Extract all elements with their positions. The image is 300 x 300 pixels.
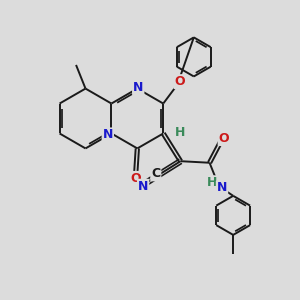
Text: C: C — [151, 167, 160, 180]
Text: N: N — [103, 128, 113, 142]
Text: O: O — [175, 75, 185, 88]
Text: O: O — [130, 172, 141, 185]
Text: H: H — [174, 126, 185, 139]
Text: H: H — [207, 176, 218, 189]
Text: N: N — [217, 182, 227, 194]
Text: N: N — [138, 180, 148, 193]
Text: N: N — [133, 81, 143, 94]
Text: O: O — [219, 132, 229, 145]
